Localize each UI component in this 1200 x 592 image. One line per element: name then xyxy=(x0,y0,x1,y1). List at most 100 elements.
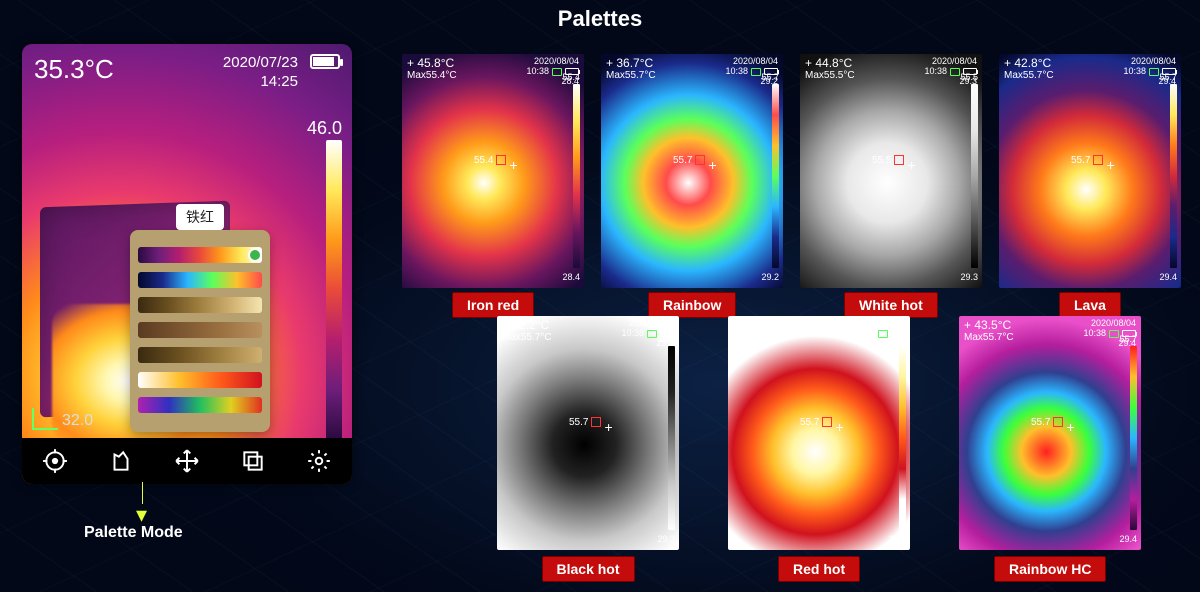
thumb-time: 10:38 xyxy=(725,67,748,77)
layers-icon xyxy=(240,448,266,474)
thumb-temp: + 45.8°C xyxy=(407,57,457,70)
roi-mini-icon xyxy=(878,330,888,338)
thumb-temp: + 36.7°C xyxy=(606,57,656,70)
palette-swatch-0[interactable] xyxy=(138,247,262,263)
palette-badge-rainbow-hc: Rainbow HC xyxy=(994,556,1106,582)
thumb-scale-lo: 29.3 xyxy=(657,534,675,544)
palette-thumb-lava[interactable]: + 42.8°CMax55.7°C2020/08/0410:3829.455.7… xyxy=(999,54,1181,288)
thumb-temp: + 42.8°C xyxy=(1004,57,1054,70)
thumb-body xyxy=(728,316,910,550)
thumb-scale-bar xyxy=(899,346,906,530)
gear-icon xyxy=(306,448,332,474)
crosshair-mini-icon: + xyxy=(604,422,612,432)
thumb-point-marker: 55.7 + xyxy=(569,412,613,432)
layers-button[interactable] xyxy=(239,447,267,475)
thumb-time: 10:38 xyxy=(526,67,549,77)
thumb-scale-lo: 29.4 xyxy=(1159,272,1177,282)
thumb-topbar: + 42.2°CMax55.7°C2020/08/0410:3829.3 xyxy=(502,319,674,349)
palette-badge-rainbow: Rainbow xyxy=(648,292,736,318)
palette-swatch-4[interactable] xyxy=(138,347,262,363)
thumb-body xyxy=(800,54,982,288)
main-topbar: 35.3°C 2020/07/23 14:25 xyxy=(34,54,340,92)
thumb-max: Max55.4°C xyxy=(407,70,457,81)
thumb-point-value: 55.7 xyxy=(569,417,588,428)
thumb-scale-hi: 55.7 xyxy=(1119,334,1137,344)
target-button[interactable] xyxy=(41,447,69,475)
point-box-icon xyxy=(822,417,832,427)
thumb-body xyxy=(402,54,584,288)
thumb-topbar: + 44.8°CMax55.5°C2020/08/0410:3829.3 xyxy=(805,57,977,87)
palette-swatch-6[interactable] xyxy=(138,397,262,413)
thumb-scale-bar xyxy=(1130,346,1137,530)
thumb-scale-hi: 55.5 xyxy=(960,72,978,82)
thumb-scale-hi: 55.7 xyxy=(888,334,906,344)
thumb-point-marker: 55.7+ xyxy=(800,412,844,432)
thumb-max: Max55.5°C xyxy=(805,70,855,81)
battery-icon xyxy=(310,54,340,69)
thumb-point-marker: 55.7+ xyxy=(1071,150,1115,170)
thumb-time: 10:38 xyxy=(1083,329,1106,339)
point-box-icon xyxy=(1053,417,1063,427)
roi-mini-icon xyxy=(950,68,960,76)
thumb-body xyxy=(497,316,679,550)
roi-mini-icon xyxy=(552,68,562,76)
point-box-icon xyxy=(894,155,904,165)
settings-button[interactable] xyxy=(305,447,333,475)
palette-swatch-1[interactable] xyxy=(138,272,262,288)
thumb-max: Max55.4°C xyxy=(733,332,783,343)
main-date: 2020/07/23 xyxy=(223,54,298,73)
thumb-max: Max55.7°C xyxy=(606,70,656,81)
thumb-scale-bar xyxy=(971,84,978,268)
palette-icon xyxy=(108,448,134,474)
thumb-scale-lo: 29.2 xyxy=(761,272,779,282)
thumb-scale-lo: 28.4 xyxy=(562,272,580,282)
crosshair-mini-icon: + xyxy=(708,160,716,170)
palette-thumb-rainbow[interactable]: + 36.7°CMax55.7°C2020/08/0410:3829.255.7… xyxy=(601,54,783,288)
palette-mode-label: Palette Mode xyxy=(84,524,183,542)
thumb-scale-hi: 55.7 xyxy=(761,72,779,82)
roi-mini-icon xyxy=(647,330,657,338)
thumb-point-marker: 55.4+ xyxy=(474,150,518,170)
crosshair-mini-icon: + xyxy=(1106,160,1114,170)
point-box-icon xyxy=(496,155,506,165)
thumb-topbar: + 43.5°CMax55.7°C2020/08/0410:3829.4 xyxy=(964,319,1136,349)
thumb-point-marker: 55.5+ xyxy=(872,150,916,170)
palette-thumb-white-hot[interactable]: + 44.8°CMax55.5°C2020/08/0410:3829.355.5… xyxy=(800,54,982,288)
palette-thumb-black-hot[interactable]: + 42.2°CMax55.7°C2020/08/0410:3829.3 55.7… xyxy=(497,316,679,550)
thumb-scale-bar xyxy=(668,346,675,530)
thumb-temp: + 42.2°C xyxy=(502,319,552,332)
palette-swatch-5[interactable] xyxy=(138,372,262,388)
palette-badge-lava: Lava xyxy=(1059,292,1121,318)
move-button[interactable] xyxy=(173,447,201,475)
crosshair-mini-icon: + xyxy=(907,160,915,170)
palette-mode-button[interactable] xyxy=(107,447,135,475)
roi-bracket-icon xyxy=(32,408,58,430)
palette-badge-white-hot: White hot xyxy=(844,292,938,318)
roi-mini-icon xyxy=(1149,68,1159,76)
thumb-time: 10:38 xyxy=(621,329,644,339)
palette-thumb-red-hot[interactable]: + 43.2°CMax55.4°C2020/08/0410:3829.355.7… xyxy=(728,316,910,550)
roi-mini-icon xyxy=(1109,330,1119,338)
palette-popup-title: 铁红 xyxy=(176,204,224,230)
thumb-temp: + 43.2°C xyxy=(733,319,783,332)
thumb-body xyxy=(601,54,783,288)
crosshair-mini-icon: + xyxy=(1066,422,1074,432)
palette-badge-iron-red: Iron red xyxy=(452,292,534,318)
thumb-body xyxy=(959,316,1141,550)
selected-dot-icon xyxy=(248,248,262,262)
thumb-max: Max55.7°C xyxy=(964,332,1014,343)
palette-swatch-2[interactable] xyxy=(138,297,262,313)
palette-thumb-rainbow-hc[interactable]: + 43.5°CMax55.7°C2020/08/0410:3829.455.7… xyxy=(959,316,1141,550)
roi-min-value: 32.0 xyxy=(62,412,93,430)
point-box-icon xyxy=(591,417,601,427)
palette-swatch-3[interactable] xyxy=(138,322,262,338)
thumb-time: 10:38 xyxy=(1123,67,1146,77)
thumb-time: 10:38 xyxy=(924,67,947,77)
palette-badge-black-hot: Black hot xyxy=(542,556,635,582)
thumb-temp: + 44.8°C xyxy=(805,57,855,70)
thumb-scale-lo: 29.3 xyxy=(888,534,906,544)
crosshair-mini-icon: + xyxy=(835,422,843,432)
thumb-scale-bar xyxy=(573,84,580,268)
palette-thumb-iron-red[interactable]: + 45.8°CMax55.4°C2020/08/0410:3828.455.4… xyxy=(402,54,584,288)
thumb-point-value: 55.7 xyxy=(1031,417,1050,428)
